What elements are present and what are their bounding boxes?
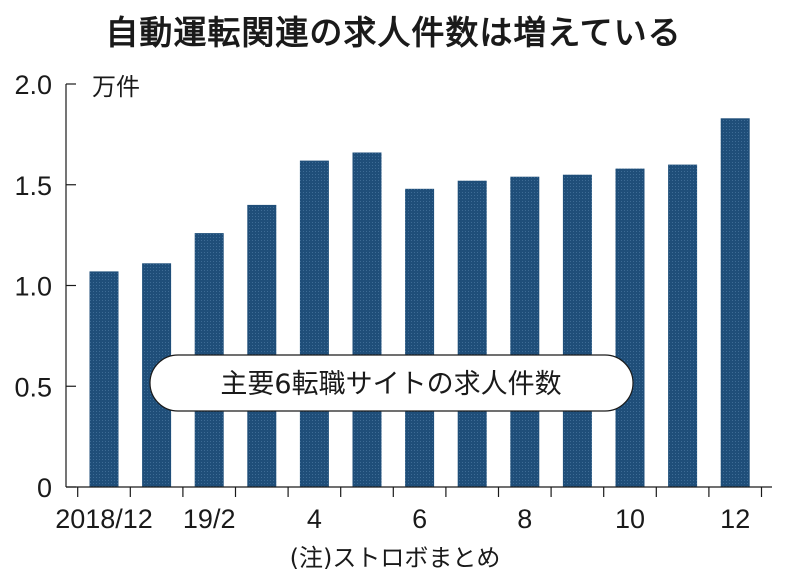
y-tick-label: 1.0 [14,272,52,302]
bar [720,118,750,488]
chart-title: 自動運転関連の求人件数は増えている [105,13,682,52]
bar [299,160,329,487]
labels-layer: 0 0.5 1.0 1.5 2.0 2018/12 19/2 4 6 8 10 12 [14,70,750,534]
x-tick-label: 12 [720,504,750,534]
x-tick-label: 10 [615,504,645,534]
axes-layer [65,83,772,497]
y-unit-label: 万件 [92,73,140,101]
bar [352,152,382,487]
y-tick-label: 1.5 [14,171,52,201]
x-tick-label: 4 [307,504,322,534]
bar [405,188,435,488]
footnote: (注)ストロボまとめ [290,544,501,572]
x-tick-label: 2018/12 [55,504,153,534]
x-tick-label: 6 [412,504,427,534]
y-tick-label: 0.5 [14,372,52,402]
bar [562,174,592,487]
bar [247,204,277,487]
bar [668,164,698,487]
bar [510,176,540,487]
x-tick-label: 19/2 [183,504,236,534]
bar [89,271,119,487]
legend-label: 主要6転職サイトの求人件数 [220,369,561,400]
bars-layer [89,118,750,488]
y-tick-label: 2.0 [14,70,52,100]
legend-box: 主要6転職サイトの求人件数 [149,354,634,412]
bar [615,168,645,487]
y-tick-label: 0 [37,473,52,503]
x-tick-label: 8 [517,504,532,534]
legend-box-frame [149,354,634,412]
bar [457,180,487,487]
